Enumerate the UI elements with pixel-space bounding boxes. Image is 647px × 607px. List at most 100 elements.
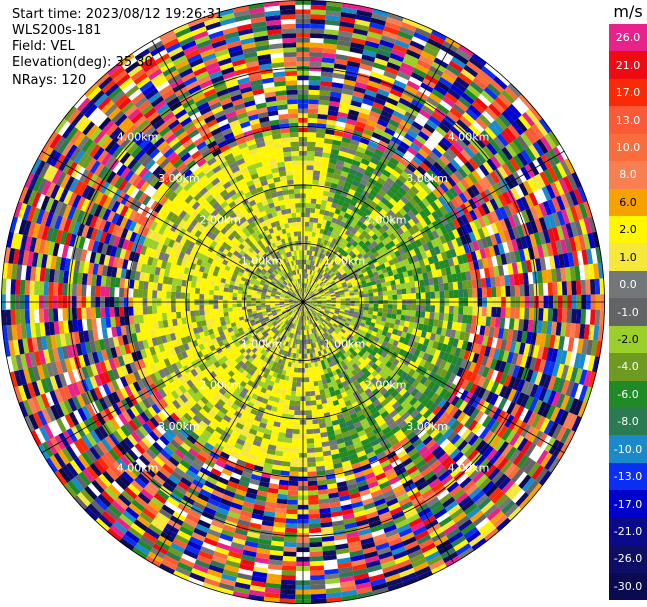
velocity-gate [491, 490, 505, 504]
velocity-gate [340, 348, 346, 355]
velocity-gate [497, 349, 505, 361]
velocity-gate [351, 417, 360, 425]
velocity-gate [316, 314, 321, 319]
velocity-gate [486, 336, 494, 348]
velocity-gate [490, 435, 502, 449]
velocity-gate [195, 315, 201, 322]
velocity-gate [547, 421, 559, 438]
velocity-gate [583, 370, 593, 387]
velocity-gate [379, 422, 389, 431]
velocity-gate [320, 316, 326, 321]
velocity-gate [367, 403, 376, 411]
velocity-gate [76, 284, 82, 297]
velocity-gate [308, 367, 313, 373]
velocity-gate [315, 331, 320, 337]
velocity-gate [564, 429, 576, 447]
velocity-gate [483, 528, 500, 542]
velocity-gate [418, 484, 432, 496]
velocity-gate [299, 344, 302, 350]
velocity-gate [481, 415, 493, 428]
velocity-gate [465, 464, 478, 477]
velocity-gate [138, 314, 144, 324]
velocity-gate [434, 449, 446, 460]
velocity-gate [511, 352, 519, 365]
velocity-gate [109, 306, 115, 318]
velocity-gate [493, 438, 506, 452]
velocity-gate [443, 459, 456, 471]
velocity-gate [398, 336, 406, 344]
velocity-gate [486, 379, 495, 392]
velocity-gate [284, 527, 298, 534]
velocity-gate [388, 322, 395, 329]
velocity-gate [414, 335, 421, 343]
velocity-gate [400, 314, 406, 321]
velocity-gate [588, 324, 595, 341]
velocity-gate [170, 305, 176, 313]
velocity-gate [342, 346, 349, 353]
velocity-gate [161, 283, 168, 292]
velocity-gate [382, 390, 391, 399]
velocity-gate [498, 476, 512, 491]
velocity-gate [531, 413, 542, 429]
velocity-gate [351, 336, 358, 343]
velocity-gate [481, 524, 497, 538]
velocity-gate [384, 383, 392, 391]
velocity-gate [527, 462, 541, 478]
velocity-gate [415, 382, 424, 392]
velocity-gate [170, 291, 176, 299]
velocity-gate [433, 418, 443, 429]
velocity-gate [209, 284, 215, 291]
velocity-gate [152, 305, 158, 314]
velocity-gate [417, 462, 430, 474]
velocity-gate [307, 303, 312, 307]
velocity-gate [330, 344, 336, 351]
velocity-gate [360, 347, 367, 355]
velocity-gate [317, 319, 322, 325]
velocity-gate [423, 470, 436, 481]
velocity-gate [444, 371, 453, 381]
velocity-gate [451, 355, 459, 366]
velocity-gate [430, 356, 439, 365]
velocity-gate [361, 384, 370, 392]
velocity-gate [402, 326, 409, 333]
velocity-gate [349, 308, 355, 312]
velocity-gate [474, 493, 489, 507]
velocity-gate [466, 405, 477, 417]
velocity-gate [320, 349, 325, 356]
velocity-gate [385, 368, 393, 376]
velocity-gate [370, 318, 377, 324]
velocity-gate [370, 489, 383, 498]
velocity-gate [317, 302, 322, 304]
velocity-gate [400, 501, 414, 511]
velocity-gate [391, 425, 401, 435]
velocity-gate [414, 566, 431, 577]
velocity-gate [374, 447, 385, 456]
velocity-gate [576, 338, 584, 354]
velocity-gate [143, 281, 149, 290]
velocity-gate [329, 355, 335, 362]
velocity-gate [557, 308, 563, 323]
velocity-gate [471, 422, 482, 435]
velocity-gate [374, 414, 384, 423]
velocity-gate [558, 410, 569, 426]
velocity-gate [306, 419, 313, 425]
velocity-gate [369, 407, 378, 415]
velocity-gate [445, 444, 458, 457]
velocity-gate [343, 415, 352, 423]
velocity-gate [497, 496, 512, 511]
velocity-gate [365, 332, 372, 339]
velocity-gate [382, 308, 388, 314]
velocity-gate [581, 338, 589, 355]
velocity-gate [468, 434, 479, 447]
velocity-gate [341, 318, 347, 323]
velocity-gate [316, 303, 322, 306]
velocity-gate [438, 312, 445, 321]
velocity-gate [407, 418, 417, 428]
velocity-gate [315, 308, 321, 312]
velocity-gate [555, 321, 562, 336]
velocity-gate [339, 343, 346, 349]
velocity-gate [450, 419, 461, 431]
velocity-gate [554, 408, 565, 424]
velocity-gate [286, 508, 298, 515]
velocity-gate [152, 290, 158, 299]
